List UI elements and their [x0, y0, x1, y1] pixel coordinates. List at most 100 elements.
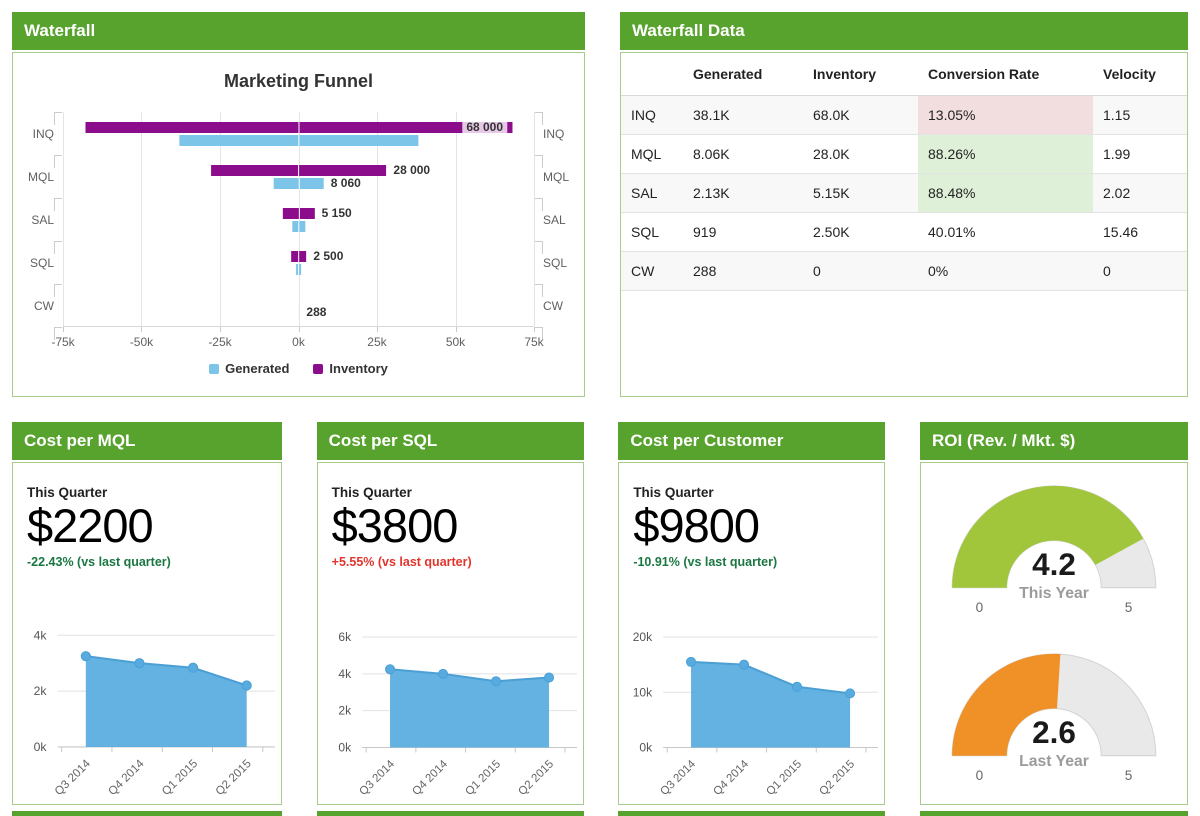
y-axis-tick: [542, 241, 543, 254]
gridline: [534, 112, 535, 326]
funnel-bar-inventory-sql: [290, 250, 307, 262]
kpi-period-label: This Quarter: [331, 485, 412, 500]
category-label: SAL: [543, 212, 566, 227]
svg-text:This Year: This Year: [1019, 586, 1089, 603]
svg-text:Q1 2015: Q1 2015: [765, 758, 805, 798]
category-label: MQL: [543, 169, 570, 184]
funnel-plot: 68 000 28 000 8 060 5 150 2 500 288: [54, 112, 543, 340]
x-axis-tick: [376, 327, 378, 332]
funnel-row-inq: 68 000: [63, 112, 534, 155]
x-axis-tick-label: 75k: [524, 335, 544, 349]
stage-cell: MQL: [621, 134, 683, 174]
area-chart: 0k 2k 4k 6k Q3 2014 Q4 2014 Q1 2015 Q2 2015: [338, 630, 577, 798]
svg-text:Q4 2014: Q4 2014: [712, 758, 752, 798]
svg-text:5: 5: [1125, 600, 1133, 615]
panel-title: Cost per Customer: [630, 431, 784, 450]
svg-text:4k: 4k: [34, 629, 48, 643]
panel-title: ROI (Rev. / Mkt. $): [931, 431, 1076, 450]
y-axis-tick: [54, 112, 62, 113]
bar-data-label: 8 060: [330, 176, 361, 190]
funnel-row-mql: 28 000 8 060: [63, 155, 534, 198]
inventory-cell: 5.15K: [803, 173, 918, 213]
gauge-chart: 2.6 Last Year 0 5: [951, 653, 1157, 783]
bar-data-label: 288: [306, 305, 327, 319]
cost-per-mql-header: Cost per MQL: [12, 422, 282, 460]
conversion-rate-cell: 88.48%: [918, 173, 1093, 213]
x-axis-tick: [455, 327, 457, 332]
y-axis-tick: [542, 112, 543, 125]
x-axis-tick-label: 50k: [445, 335, 466, 349]
y-axis-tick: [54, 327, 62, 328]
svg-text:2.6: 2.6: [1032, 714, 1076, 750]
category-label: SAL: [31, 212, 54, 227]
x-axis-tick: [63, 327, 64, 332]
cost-per-customer-panel: Cost per Customer This Quarter $9800 -10…: [618, 422, 886, 805]
legend-swatch: [209, 363, 220, 374]
y-axis-tick: [535, 327, 543, 328]
waterfall-data-panel-header: Waterfall Data: [620, 12, 1188, 50]
svg-text:10k: 10k: [633, 686, 653, 700]
table-row-inq: INQ 38.1K 68.0K 13.05% 1.15: [621, 95, 1187, 135]
funnel-chart: INQ MQL SAL SQL CW 68 000 28 000 8 060 5 150 2 5…: [13, 112, 584, 353]
category-label: CW: [34, 298, 54, 313]
inventory-cell: 0: [803, 251, 918, 291]
next-panel-header-peek: [618, 811, 886, 816]
y-axis-tick: [54, 155, 55, 168]
kpi-delta: -22.43% (vs last quarter): [27, 554, 171, 569]
kpi-chart-2: 0k 10k 20k Q3 2014 Q4 2014 Q1 2015 Q2 2015: [623, 623, 880, 800]
svg-text:4k: 4k: [338, 667, 352, 681]
y-axis-tick: [54, 155, 62, 156]
category-label: SQL: [29, 255, 54, 270]
cost-per-mql-panel: Cost per MQL This Quarter $2200 -22.43% …: [12, 422, 282, 805]
svg-text:5: 5: [1125, 768, 1133, 783]
column-header: Inventory: [803, 53, 918, 96]
waterfall-panel-header: Waterfall: [12, 12, 585, 50]
y-axis-tick: [54, 284, 55, 297]
svg-text:Q1 2015: Q1 2015: [463, 758, 503, 798]
gridline: [298, 112, 300, 326]
kpi-chart-1: 0k 2k 4k 6k Q3 2014 Q4 2014 Q1 2015 Q2 2015: [322, 623, 579, 800]
legend-label: Inventory: [329, 361, 388, 376]
funnel-row-cw: 288: [63, 284, 534, 327]
svg-text:Q2 2015: Q2 2015: [516, 758, 556, 798]
svg-text:Q3 2014: Q3 2014: [52, 757, 93, 798]
svg-text:Q4 2014: Q4 2014: [410, 758, 450, 798]
cost-per-sql-panel: Cost per SQL This Quarter $3800 +5.55% (…: [316, 422, 584, 805]
funnel-y-axis-right: INQ MQL SAL SQL CW: [534, 112, 578, 353]
stage-cell: INQ: [621, 95, 683, 135]
roi-panel-header: ROI (Rev. / Mkt. $): [919, 422, 1188, 460]
funnel-y-axis-left: INQ MQL SAL SQL CW: [19, 112, 63, 353]
x-axis-tick-label: -50k: [129, 335, 154, 349]
kpi-chart-0: 0k 2k 4k Q3 2014 Q4 2014 Q1 2015 Q2 2015: [17, 621, 277, 800]
funnel-bar-generated-mql: [273, 177, 324, 189]
svg-text:Q3 2014: Q3 2014: [659, 758, 699, 798]
table-row-sql: SQL 919 2.50K 40.01% 15.46: [621, 212, 1187, 252]
category-label: SQL: [543, 255, 568, 270]
kpi-value: $9800: [633, 499, 760, 552]
gridline: [455, 112, 457, 326]
cost-per-customer-header: Cost per Customer: [618, 422, 886, 460]
y-axis-tick: [54, 327, 55, 340]
gauge-this-year: 4.2 This Year 0 5: [928, 468, 1180, 631]
kpi-value: $2200: [27, 499, 154, 552]
roi-panel: ROI (Rev. / Mkt. $) 4.2 This Year 0 5 2.6 Las…: [919, 422, 1188, 805]
legend-swatch: [313, 363, 324, 374]
y-axis-tick: [54, 112, 55, 125]
kpi-period-label: This Quarter: [27, 485, 108, 500]
waterfall-panel-body: Marketing Funnel INQ MQL SAL SQL CW 68 000 28…: [12, 52, 585, 397]
bar-data-label: 5 150: [321, 206, 352, 220]
velocity-cell: 1.99: [1093, 134, 1187, 174]
y-axis-tick: [535, 155, 543, 156]
next-row-peek: [12, 811, 1188, 816]
y-axis-tick: [54, 241, 62, 242]
waterfall-table-head-row: Generated Inventory Conversion Rate Velocit…: [621, 53, 1187, 96]
y-axis-tick: [542, 284, 543, 297]
svg-text:2k: 2k: [34, 684, 48, 698]
panel-title: Cost per MQL: [24, 431, 136, 450]
gridline: [219, 112, 221, 326]
y-axis-tick: [542, 155, 543, 168]
table-row-mql: MQL 8.06K 28.0K 88.26% 1.99: [621, 134, 1187, 174]
svg-text:Q2 2015: Q2 2015: [818, 758, 858, 798]
kpi-period-label: This Quarter: [633, 485, 714, 500]
